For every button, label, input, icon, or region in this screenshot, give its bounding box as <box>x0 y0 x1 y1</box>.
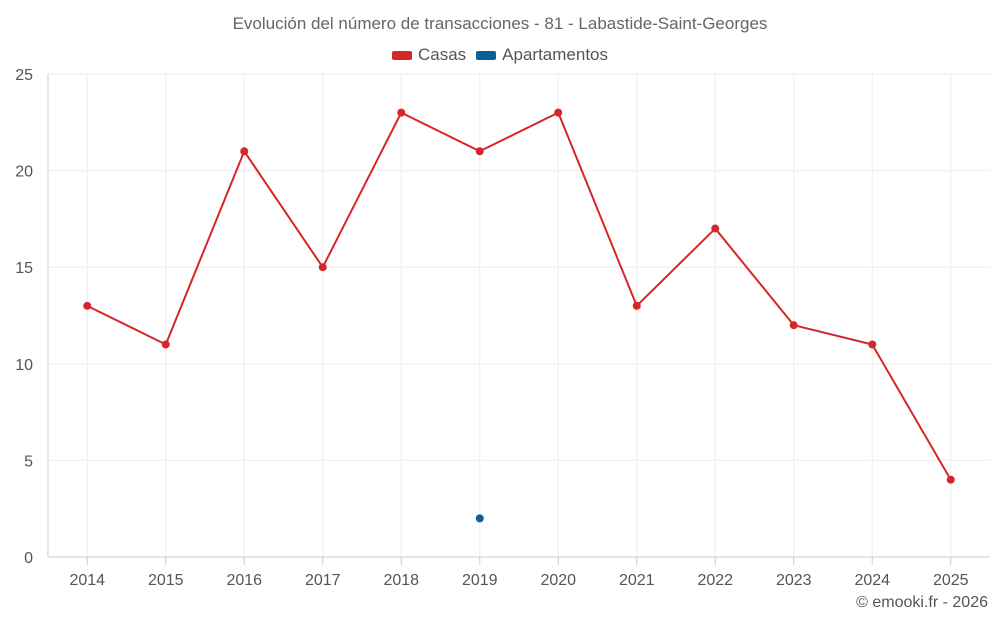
data-point-casas <box>240 147 249 156</box>
y-tick-label: 20 <box>15 164 33 181</box>
data-point-casas <box>554 108 563 117</box>
series-layer <box>83 108 955 523</box>
x-tick-label: 2022 <box>697 572 733 589</box>
data-point-casas <box>397 108 406 117</box>
x-tick-label: 2017 <box>305 572 341 589</box>
data-point-casas <box>475 147 484 156</box>
x-tick-label: 2019 <box>462 572 498 589</box>
data-point-casas <box>318 263 327 272</box>
data-point-apartamentos <box>475 514 484 523</box>
data-point-casas <box>711 224 720 233</box>
legend: Casas Apartamentos <box>0 45 1000 65</box>
x-tick-label: 2024 <box>854 572 890 589</box>
x-tick-label: 2021 <box>619 572 655 589</box>
series-line-casas <box>86 111 952 481</box>
x-tick-label: 2025 <box>933 572 969 589</box>
data-point-casas <box>868 340 877 349</box>
x-tick-label: 2015 <box>148 572 184 589</box>
data-point-casas <box>789 321 798 330</box>
grid-lines <box>48 73 990 557</box>
data-point-casas <box>632 301 641 310</box>
x-tick-label: 2014 <box>69 572 105 589</box>
legend-swatch-casas <box>391 50 412 60</box>
legend-item-casas[interactable]: Casas <box>391 45 467 65</box>
y-tick-label: 25 <box>15 67 33 84</box>
x-tick-label: 2018 <box>383 572 419 589</box>
y-tick-label: 10 <box>15 357 33 374</box>
data-point-casas <box>161 340 170 349</box>
y-tick-label: 5 <box>24 453 33 470</box>
x-tick-label: 2023 <box>776 572 812 589</box>
x-tick-label: 2016 <box>226 572 262 589</box>
y-tick-label: 0 <box>24 550 33 567</box>
x-tick-label: 2020 <box>540 572 576 589</box>
chart-title: Evolución del número de transacciones - … <box>232 14 768 33</box>
legend-label-casas: Casas <box>417 45 467 64</box>
credit-text: © emooki.fr - 2026 <box>856 594 988 611</box>
data-point-casas <box>946 475 955 484</box>
data-point-casas <box>83 301 92 310</box>
legend-swatch-apartamentos <box>476 50 497 60</box>
y-tick-label: 15 <box>15 260 33 277</box>
legend-label-apartamentos: Apartamentos <box>502 45 609 64</box>
legend-item-apartamentos[interactable]: Apartamentos <box>476 45 608 65</box>
